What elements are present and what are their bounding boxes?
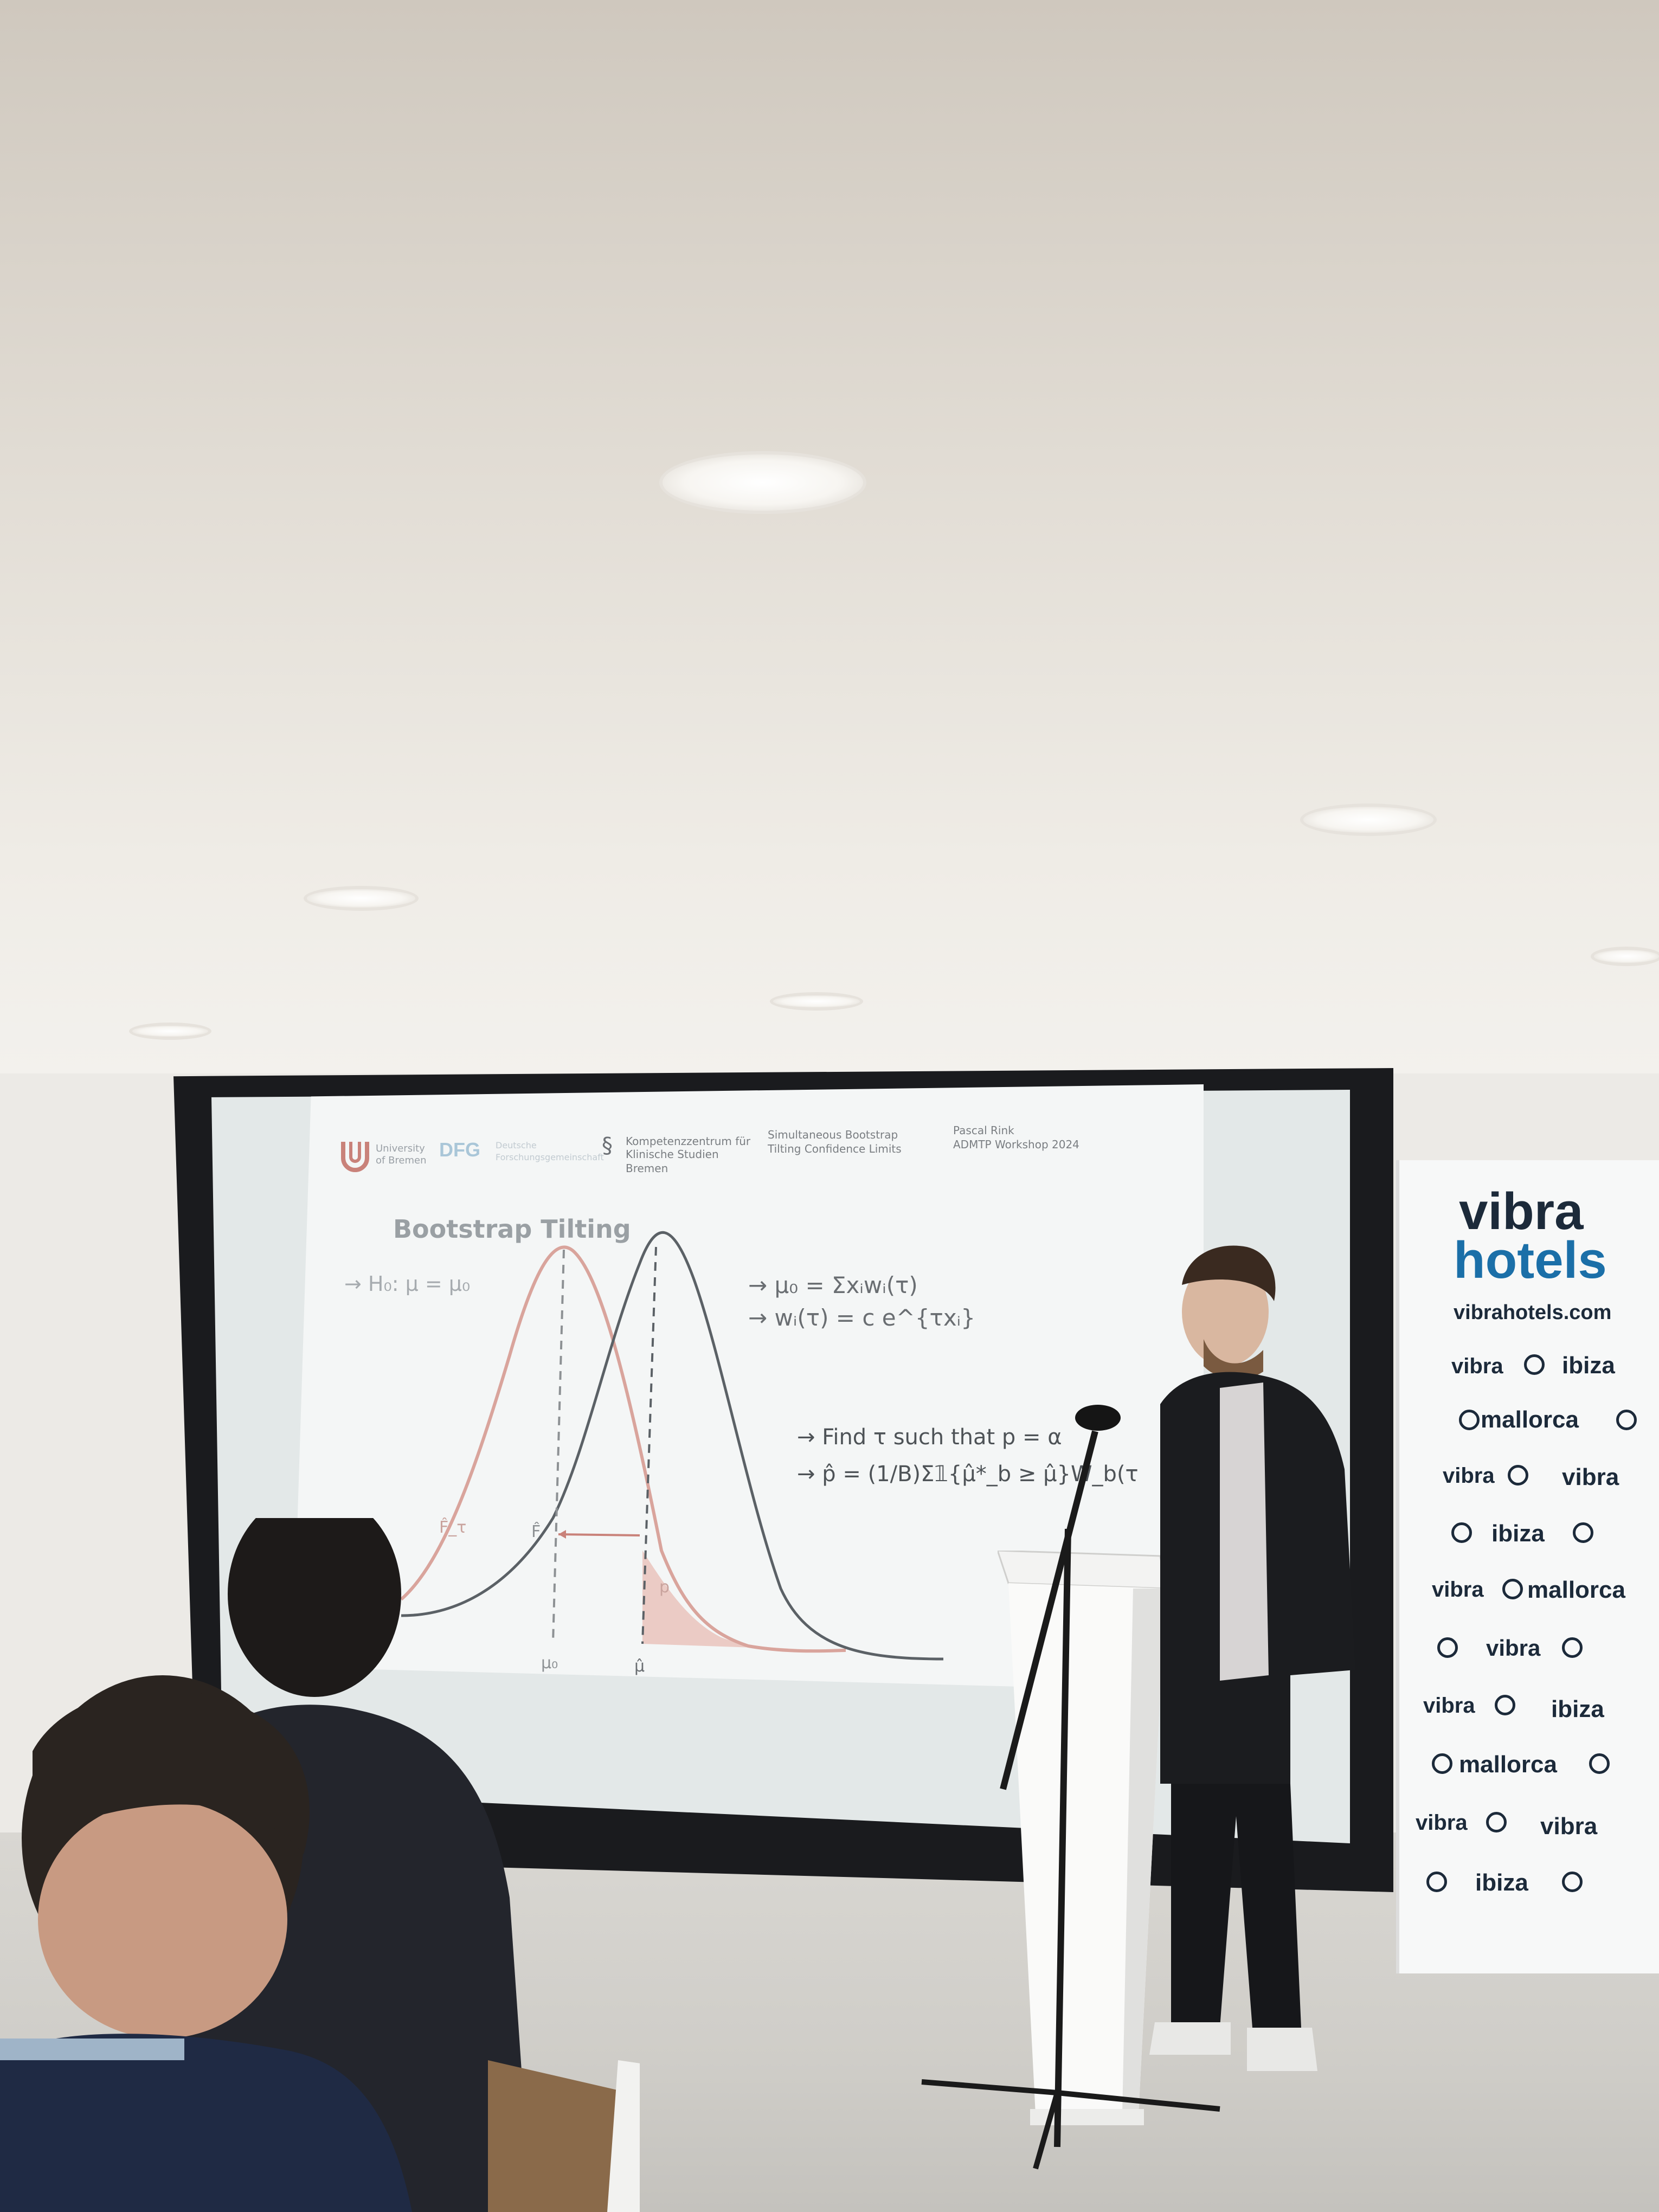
kks-text-2: Klinische Studien Bremen [626, 1148, 719, 1175]
dfg-logo-mark: DFG [439, 1139, 480, 1161]
banner-brand-top: vibra [1459, 1182, 1584, 1240]
ceiling-light [307, 889, 415, 908]
kks-logo-icon: § [602, 1133, 613, 1158]
shaded-p-region [642, 1551, 835, 1650]
equation-find-tau: → Find τ such that p = α [797, 1425, 1062, 1450]
banner-word: mallorca [1459, 1751, 1557, 1778]
university-logo-text-2: of Bremen [376, 1155, 427, 1166]
ceiling [0, 0, 1659, 1073]
dfg-text-2: Forschungsgemeinschaft [496, 1152, 604, 1162]
talk-title-line1: Simultaneous Bootstrap [768, 1128, 898, 1141]
flower-icon [1459, 1410, 1480, 1430]
banner-word: ibiza [1551, 1696, 1604, 1722]
label-f-hat: F̂ [531, 1522, 541, 1541]
banner-word: vibra [1432, 1578, 1484, 1602]
ceiling-light [663, 454, 863, 511]
ceiling-light [1303, 807, 1433, 833]
kks-logo: § Kompetenzzentrum für Klinische Studien… [602, 1131, 764, 1175]
banner-word: vibra [1443, 1464, 1495, 1488]
banner-word: vibra [1451, 1354, 1503, 1378]
university-logo: University of Bremen [339, 1139, 431, 1176]
banner-word: ibiza [1562, 1352, 1615, 1379]
flower-icon [1573, 1522, 1593, 1543]
slide-title: Bootstrap Tilting [393, 1214, 631, 1244]
microphone-stand [921, 1405, 1220, 2170]
banner-url: vibrahotels.com [1454, 1301, 1612, 1324]
university-logo-text-1: University [376, 1143, 425, 1154]
banner-word: vibra [1416, 1811, 1468, 1835]
banner-word: mallorca [1481, 1406, 1579, 1433]
flower-icon [1502, 1579, 1523, 1599]
ceiling-light [1594, 950, 1659, 963]
banner-word: vibra [1486, 1635, 1541, 1661]
ceiling-light [132, 1026, 208, 1037]
banner-word: vibra [1540, 1813, 1598, 1840]
flower-icon [1437, 1637, 1458, 1658]
banner-word: ibiza [1491, 1520, 1545, 1547]
dfg-logo: DFG Deutsche Forschungsgemeinschaft [439, 1136, 604, 1174]
talk-title-line2: Tilting Confidence Limits [768, 1142, 902, 1155]
kks-text-1: Kompetenzzentrum für [626, 1135, 751, 1148]
flower-icon [1524, 1354, 1545, 1375]
banner-word: vibra [1423, 1694, 1475, 1718]
flower-icon [1451, 1522, 1472, 1543]
podium [998, 1551, 1167, 2125]
flower-icon [1562, 1872, 1583, 1892]
banner-word: mallorca [1527, 1577, 1625, 1603]
banner-brand-bottom: hotels [1454, 1231, 1607, 1289]
dfg-text-1: Deutsche [496, 1140, 537, 1150]
muhat-dashed-line [641, 1246, 657, 1644]
hypothesis-text: → H₀: μ = μ₀ [344, 1272, 471, 1296]
banner-word: vibra [1562, 1464, 1619, 1490]
label-p: p [659, 1578, 670, 1597]
vibra-hotels-banner: vibra hotels vibrahotels.com vibra ibiza… [1396, 1160, 1659, 1973]
tilted-density-curve [400, 1245, 846, 1653]
flower-icon [1432, 1753, 1452, 1774]
shift-arrowhead [558, 1530, 566, 1539]
label-mu-hat: μ̂ [634, 1657, 645, 1676]
audience-member-front [0, 1675, 412, 2212]
density-curves [400, 1231, 944, 1661]
flower-icon [1495, 1695, 1515, 1715]
flower-icon [1508, 1465, 1528, 1486]
ceiling-light [773, 995, 860, 1007]
university-logo-icon [341, 1142, 369, 1172]
equation-weights: → wᵢ(τ) = c e^{τxᵢ} [748, 1304, 975, 1331]
label-f-tau: F̂_τ [439, 1518, 467, 1537]
speaker-person [1149, 1245, 1355, 2071]
flower-icon [1562, 1637, 1583, 1658]
flower-icon [1426, 1872, 1447, 1892]
flower-icon [1616, 1410, 1637, 1430]
mu0-dashed-line [552, 1249, 565, 1643]
author-line2: ADMTP Workshop 2024 [953, 1138, 1079, 1151]
original-density-curve [401, 1231, 944, 1661]
equation-mu0: → μ₀ = Σxᵢwᵢ(τ) [748, 1272, 918, 1298]
author-line1: Pascal Rink [953, 1124, 1014, 1137]
shift-arrow [558, 1533, 640, 1536]
label-mu0: μ₀ [541, 1654, 558, 1673]
flower-icon [1486, 1812, 1507, 1832]
flower-icon [1589, 1753, 1610, 1774]
microphone-icon [1075, 1405, 1121, 1431]
banner-word: ibiza [1475, 1869, 1528, 1896]
